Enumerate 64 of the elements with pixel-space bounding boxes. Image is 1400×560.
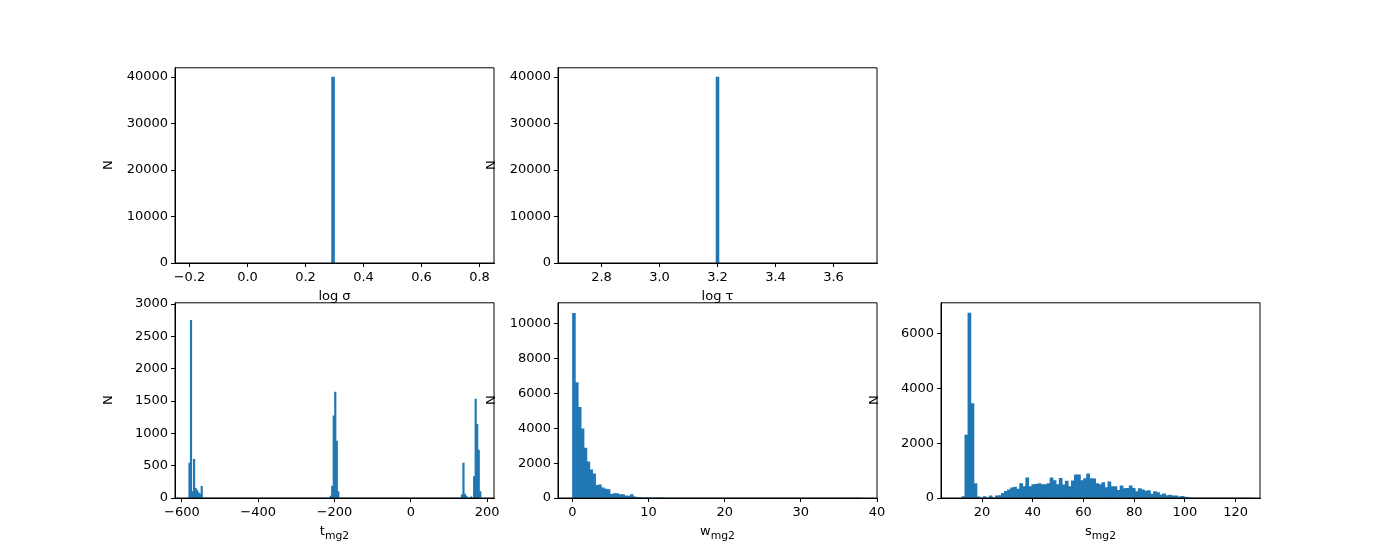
- y-tick-label: 40000: [126, 68, 168, 84]
- y-tick-label: 2500: [134, 327, 168, 343]
- x-tick-label: 200: [474, 504, 500, 520]
- y-tick-label: 8000: [517, 349, 551, 365]
- x-axis-title: log τ: [700, 288, 735, 303]
- x-tick-label: 40: [868, 504, 886, 520]
- y-tick-label: 0: [159, 254, 168, 270]
- x-tick-label: 20: [973, 504, 991, 520]
- y-tick-label: 2000: [517, 454, 551, 470]
- y-tick-label: 6000: [517, 384, 551, 400]
- y-tick-label: 20000: [126, 161, 168, 177]
- x-axis-title: s$_{mg2}$: [1083, 523, 1118, 542]
- x-tick-label: 120: [1223, 504, 1249, 520]
- y-tick-label: 3000: [134, 295, 168, 311]
- y-tick-label: 10000: [509, 207, 551, 223]
- y-tick-label: 4000: [517, 419, 551, 435]
- x-axis-title: w$_{mg2}$: [699, 523, 736, 542]
- y-tick-label: 4000: [900, 379, 934, 395]
- y-tick-label: 2000: [900, 434, 934, 450]
- x-tick-label: −200: [316, 504, 353, 520]
- y-tick-label: 500: [143, 457, 168, 473]
- y-tick-label: 1000: [134, 424, 168, 440]
- x-tick-label: 80: [1125, 504, 1143, 520]
- x-tick-label: 0: [568, 504, 577, 520]
- x-tick-label: 40: [1024, 504, 1042, 520]
- y-tick-label: 0: [159, 489, 168, 505]
- x-tick-label: 3.2: [707, 269, 728, 285]
- x-tick-label: 0.0: [237, 269, 258, 285]
- y-tick-label: 6000: [900, 325, 934, 341]
- y-tick-label: 1500: [134, 392, 168, 408]
- y-axis-title: N: [483, 159, 499, 172]
- y-tick-label: 40000: [509, 68, 551, 84]
- x-tick-label: 2.8: [591, 269, 612, 285]
- y-tick-label: 0: [925, 489, 934, 505]
- y-tick-label: 30000: [509, 114, 551, 130]
- y-tick-label: 20000: [509, 161, 551, 177]
- y-axis-title: N: [100, 394, 116, 407]
- x-axis-title: log σ: [317, 288, 352, 303]
- x-tick-label: −600: [164, 504, 200, 520]
- y-tick-label: 10000: [509, 315, 551, 331]
- x-tick-label: 0.6: [411, 269, 432, 285]
- y-axis-title: N: [100, 159, 116, 172]
- y-axis-title: N: [483, 394, 499, 407]
- x-tick-label: 0: [406, 504, 415, 520]
- y-tick-label: 30000: [126, 114, 168, 130]
- x-tick-label: 0.2: [295, 269, 316, 285]
- x-tick-label: 20: [716, 504, 734, 520]
- x-tick-label: −0.2: [173, 269, 206, 285]
- x-tick-label: 3.0: [649, 269, 670, 285]
- x-tick-label: 0.8: [469, 269, 490, 285]
- y-tick-label: 0: [542, 254, 551, 270]
- x-tick-label: 30: [792, 504, 810, 520]
- x-tick-label: −400: [240, 504, 277, 520]
- x-axis-title: t$_{mg2}$: [318, 523, 351, 542]
- y-tick-label: 2000: [134, 360, 168, 376]
- x-tick-label: 3.6: [823, 269, 844, 285]
- y-axis-title: N: [866, 394, 882, 407]
- x-tick-label: 100: [1172, 504, 1198, 520]
- y-tick-label: 0: [542, 489, 551, 505]
- y-tick-label: 10000: [126, 207, 168, 223]
- x-tick-label: 3.4: [765, 269, 786, 285]
- x-tick-label: 10: [640, 504, 657, 520]
- x-tick-label: 0.4: [353, 269, 374, 285]
- x-tick-label: 60: [1075, 504, 1092, 520]
